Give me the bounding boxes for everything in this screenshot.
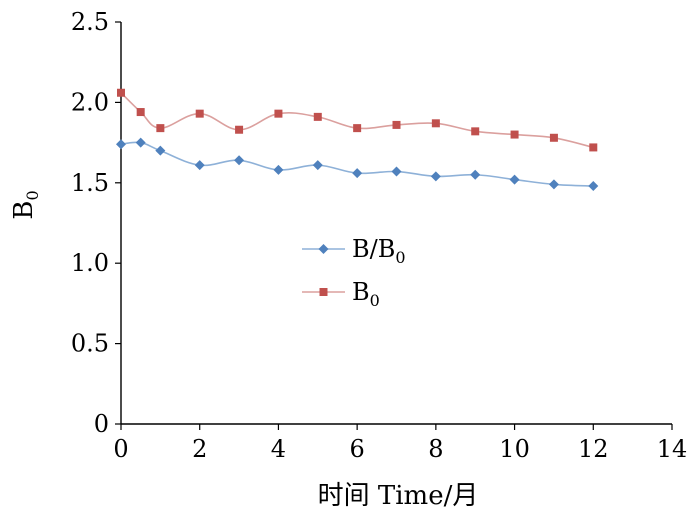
legend-label: B/B0 (352, 235, 406, 267)
data-point (155, 145, 166, 156)
data-point (548, 179, 559, 190)
legend-item: B0 (302, 278, 380, 310)
data-point (135, 137, 146, 148)
x-axis-title: 时间 Time/月 (318, 481, 479, 511)
data-point (313, 112, 322, 121)
data-point (274, 109, 283, 118)
data-point (392, 120, 401, 129)
y-tick-label: 0 (94, 410, 109, 438)
x-tick-label: 14 (657, 435, 688, 463)
data-point (391, 166, 402, 177)
y-tick-label: 0.5 (71, 330, 109, 358)
x-tick-label: 12 (578, 435, 609, 463)
data-point (510, 130, 519, 139)
legend-item: B/B0 (302, 235, 406, 267)
legend: B/B0 B0 (302, 235, 406, 310)
series-b0 (117, 88, 598, 152)
series-line (120, 92, 594, 149)
x-tick-label: 2 (192, 435, 207, 463)
data-point (509, 174, 520, 185)
series-line (120, 141, 594, 187)
y-tick-label: 2.5 (71, 8, 109, 36)
y-tick-label: 1.0 (71, 249, 109, 277)
data-point (117, 88, 125, 97)
legend-marker (318, 244, 329, 254)
data-point (589, 143, 598, 152)
ticks: 0 2 4 6 8 10 12 14 0 0.5 1.0 1.5 2.0 2.5 (71, 8, 687, 463)
data-point (156, 124, 165, 133)
data-point (234, 155, 245, 166)
data-point (116, 139, 126, 150)
legend-marker (319, 288, 328, 296)
data-point (194, 160, 205, 171)
data-point (136, 108, 145, 117)
data-point (235, 125, 244, 134)
data-point (273, 164, 284, 175)
x-tick-label: 4 (271, 435, 286, 463)
data-point (431, 119, 440, 128)
data-point (471, 127, 480, 136)
y-axis-title-main: B (9, 201, 39, 220)
x-tick-label: 0 (113, 435, 128, 463)
data-point (549, 133, 558, 142)
axes (120, 22, 672, 425)
series-b-over-b0 (116, 137, 599, 192)
legend-label: B0 (352, 278, 380, 310)
data-point (588, 181, 599, 192)
data-point (430, 171, 441, 182)
y-axis-title-sub: 0 (23, 190, 42, 200)
y-tick-label: 2.0 (71, 88, 109, 116)
data-point (352, 168, 363, 179)
data-point (470, 169, 481, 180)
x-tick-label: 6 (350, 435, 365, 463)
data-point (195, 109, 204, 118)
x-tick-label: 10 (499, 435, 530, 463)
data-point (312, 160, 323, 171)
series-layer (116, 88, 599, 192)
x-tick-label: 8 (428, 435, 443, 463)
y-axis-title: B0 (9, 190, 42, 219)
data-point (353, 124, 362, 133)
y-tick-label: 1.5 (71, 169, 109, 197)
